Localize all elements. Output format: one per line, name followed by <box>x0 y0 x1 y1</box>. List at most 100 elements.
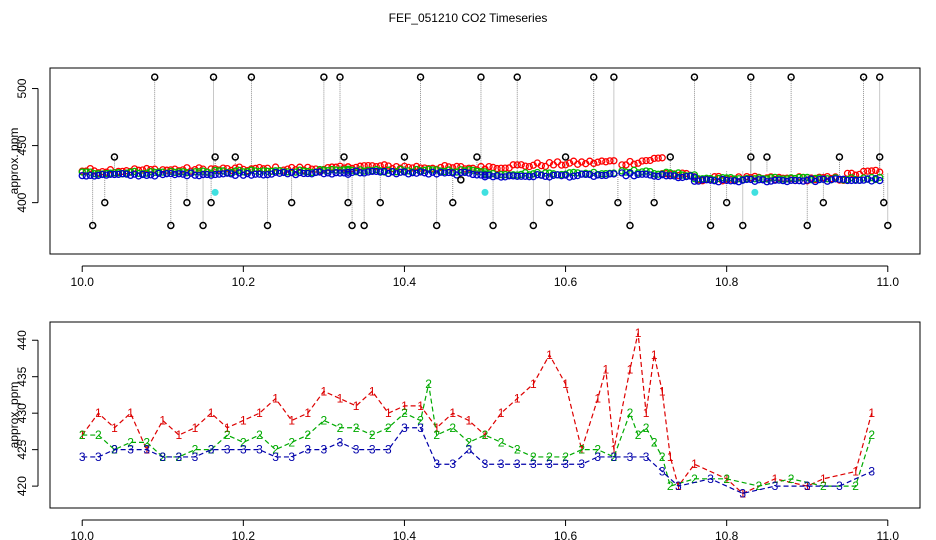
series-3-point <box>578 170 586 178</box>
series-2-point <box>90 170 98 178</box>
series-1-point <box>485 162 493 171</box>
series-3-point <box>138 170 147 179</box>
spike-point <box>614 198 622 207</box>
series-2-marker: 2 <box>627 406 634 420</box>
series-3-marker: 3 <box>321 443 328 457</box>
spike-point <box>473 153 481 161</box>
series-3-marker: 3 <box>433 457 440 471</box>
series-1-marker: 1 <box>498 406 505 420</box>
series-3-point <box>666 172 674 180</box>
series-3-point <box>465 169 473 177</box>
series-3-point <box>787 176 795 184</box>
series-2-marker: 2 <box>562 450 569 464</box>
series-1-point <box>372 163 380 171</box>
series-2-point <box>292 168 300 176</box>
series-2-point <box>823 175 832 183</box>
series-2-point <box>171 168 179 177</box>
series-3-point <box>364 168 372 176</box>
series-2-point <box>239 168 247 176</box>
spike-point <box>101 198 109 207</box>
series-2-marker: 2 <box>852 479 859 493</box>
series-3-marker: 3 <box>675 479 682 493</box>
series-3-point <box>610 170 618 178</box>
series-3-point <box>396 168 405 176</box>
series-2-point <box>783 175 791 183</box>
series-3-marker: 3 <box>578 457 585 471</box>
series-1-point <box>565 159 574 167</box>
series-3-point <box>561 171 570 179</box>
series-1-marker: 1 <box>111 421 118 435</box>
series-1-marker: 1 <box>868 406 875 420</box>
top-x-tick-label: 10.0 <box>71 275 95 289</box>
series-2-marker: 2 <box>143 435 150 449</box>
spike-point <box>763 153 771 161</box>
series-2-marker: 2 <box>466 435 473 449</box>
top-x-tick-label: 10.4 <box>393 275 417 289</box>
series-3-point <box>171 170 179 179</box>
spike-point <box>706 221 715 230</box>
series-2-marker: 2 <box>788 472 795 486</box>
series-1-marker: 1 <box>272 392 279 406</box>
series-3-point <box>654 172 662 181</box>
series-3-point <box>706 176 715 184</box>
series-2-marker: 2 <box>337 421 344 435</box>
series-1-marker: 1 <box>482 428 489 442</box>
series-3-point <box>517 172 525 180</box>
series-2-point <box>191 168 199 176</box>
series-1-point <box>412 162 421 171</box>
series-2-marker: 2 <box>353 421 360 435</box>
series-3-point <box>324 169 332 177</box>
series-3-point <box>847 176 856 185</box>
series-3-point <box>557 172 566 180</box>
series-1-marker: 1 <box>635 326 642 340</box>
series-3-point <box>835 175 844 183</box>
top-y-axis-label: approx. ppm <box>7 128 21 195</box>
series-3-point <box>743 175 751 184</box>
series-3-point <box>573 171 582 180</box>
series-3-marker: 3 <box>627 450 634 464</box>
series-1-point <box>489 163 497 172</box>
series-3-point <box>674 173 682 182</box>
series-2-marker: 2 <box>756 479 763 493</box>
series-2-marker: 2 <box>659 450 666 464</box>
series-3-point <box>78 171 86 180</box>
series-3-point <box>803 176 811 184</box>
series-3-point <box>175 170 183 178</box>
spike-point <box>211 153 219 161</box>
series-1-line <box>81 332 873 495</box>
series-3-point <box>384 169 392 178</box>
series-1-marker: 1 <box>514 392 521 406</box>
series-2-marker: 2 <box>482 428 489 442</box>
series-3-point <box>308 170 316 178</box>
series-2-marker: 2 <box>498 435 505 449</box>
series-1-marker: 1 <box>353 399 360 413</box>
series-1-point <box>509 161 517 169</box>
spike-point <box>747 73 755 81</box>
series-3-point <box>412 169 421 177</box>
series-3-point <box>441 169 449 177</box>
series-3-point <box>694 177 703 185</box>
series-3-point <box>505 172 513 180</box>
series-3-point <box>686 172 695 180</box>
series-2-marker: 2 <box>385 421 392 435</box>
series-1-marker: 1 <box>611 443 618 457</box>
spike-point <box>247 73 256 81</box>
series-1-marker: 1 <box>176 428 183 442</box>
series-3-point <box>360 169 368 177</box>
series-3-point <box>747 175 755 184</box>
series-3-point <box>485 171 493 179</box>
spike-point <box>167 221 175 230</box>
series-1-point <box>336 162 344 170</box>
bottom-y-tick-label: 420 <box>15 476 29 496</box>
spike-point <box>875 153 884 161</box>
bottom-y-tick-label: 425 <box>15 439 29 459</box>
series-3-point <box>118 170 127 178</box>
series-2-point <box>134 169 143 178</box>
series-2-marker: 2 <box>643 421 650 435</box>
series-1-marker: 1 <box>546 348 553 362</box>
spike-point <box>199 221 207 230</box>
series-3-point <box>167 169 175 178</box>
series-2-point <box>159 168 167 176</box>
series-3-point <box>718 175 727 184</box>
spike-point <box>400 153 409 161</box>
